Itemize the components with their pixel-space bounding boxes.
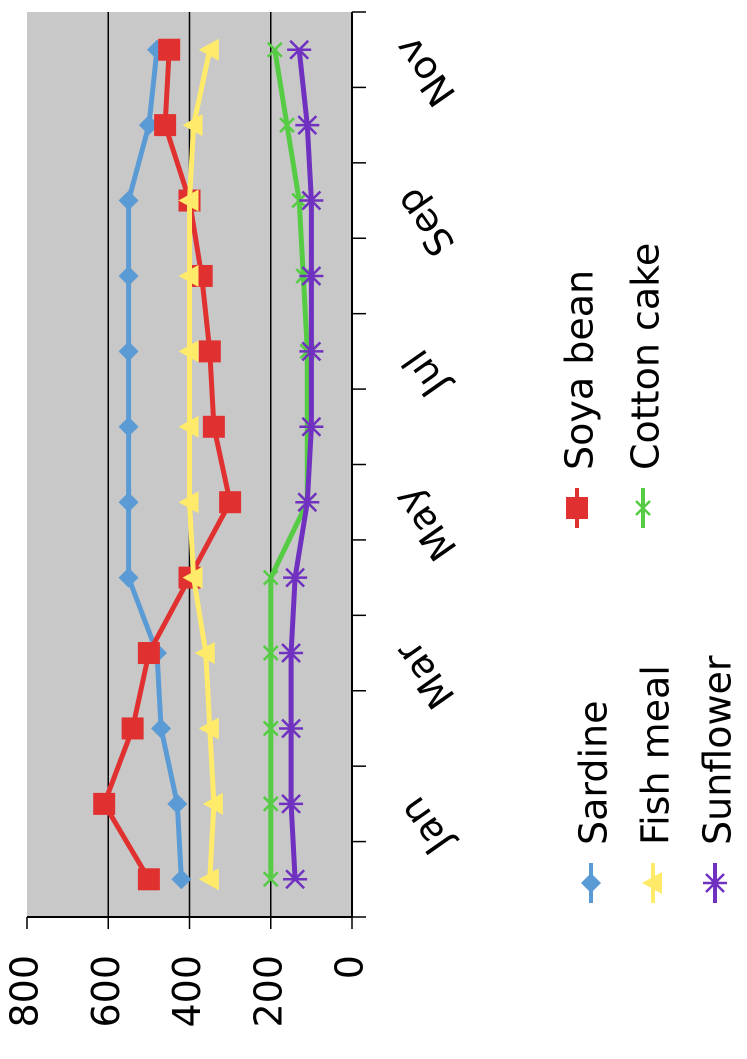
value-tick-label: 200 [246, 955, 290, 1028]
legend-label: Sunflower [696, 655, 740, 845]
data-point-marker [262, 569, 279, 586]
data-point-marker [291, 192, 308, 209]
data-point-marker [202, 792, 223, 815]
data-point-marker [279, 718, 304, 739]
series-layer [93, 38, 324, 891]
data-point-marker [283, 869, 308, 890]
data-point-marker [118, 265, 139, 286]
data-point-marker [118, 567, 139, 588]
data-point-marker [118, 492, 139, 513]
series-line [101, 49, 233, 881]
category-tick-label: Jul [394, 342, 457, 406]
value-tick-label: 800 [3, 955, 47, 1028]
data-point-marker [118, 341, 139, 362]
legend-label: Fish meal [634, 665, 678, 845]
data-point-marker [178, 264, 199, 287]
data-point-marker [198, 38, 219, 61]
legend-item-sunflower: Sunflower [696, 655, 740, 903]
data-point-marker [287, 39, 312, 60]
category-tick-label: Jan [390, 789, 461, 864]
legend-item-soya-bean: Soya bean [558, 270, 602, 528]
data-point-marker [279, 793, 304, 814]
data-point-marker [154, 114, 177, 137]
value-tick-label: 600 [84, 955, 128, 1028]
data-point-marker [299, 416, 324, 437]
data-point-marker [171, 869, 192, 890]
value-tick-label: 0 [328, 955, 372, 979]
data-point-marker [121, 717, 144, 740]
category-tick-label: Sep [386, 180, 463, 264]
data-point-marker [182, 566, 203, 589]
data-point-marker [167, 793, 188, 814]
series-line [288, 49, 314, 880]
legend-label: Sardine [572, 700, 616, 845]
data-point-marker [703, 873, 727, 893]
data-point-marker [279, 643, 304, 663]
data-point-marker [635, 500, 651, 516]
data-point-marker [198, 868, 219, 891]
data-point-marker [581, 873, 601, 893]
data-point-marker [118, 416, 139, 437]
axes [26, 11, 366, 929]
data-point-marker [93, 792, 116, 815]
series-sunflower [279, 39, 324, 890]
legend-label: Soya bean [558, 270, 602, 470]
legend-item-cotton-cake: Cotton cake [624, 243, 668, 528]
data-point-marker [202, 415, 225, 438]
legend-item-fish-meal: Fish meal [634, 665, 678, 903]
data-point-marker [194, 642, 215, 665]
data-point-marker [198, 717, 219, 740]
data-point-marker [178, 491, 199, 514]
value-tick-label: 400 [165, 955, 209, 1028]
data-point-marker [198, 340, 221, 363]
data-point-marker [137, 868, 160, 891]
data-point-marker [266, 41, 283, 58]
data-point-marker [566, 497, 588, 519]
category-tick-label: Nov [386, 29, 465, 115]
data-point-marker [295, 115, 320, 136]
legend: Sardine Soya bean Fish meal Cotton cake Sunf… [558, 243, 740, 903]
data-point-marker [262, 720, 279, 737]
legend-label: Cotton cake [624, 243, 668, 470]
category-tick-label: May [384, 479, 465, 569]
data-point-marker [262, 795, 279, 812]
data-point-marker [295, 492, 320, 513]
data-point-marker [299, 266, 324, 286]
data-point-marker [299, 190, 324, 211]
category-tick-label: Mar [386, 633, 463, 717]
data-point-marker [279, 117, 295, 134]
data-point-marker [262, 871, 279, 888]
data-point-marker [178, 415, 199, 438]
data-point-marker [151, 718, 172, 739]
data-point-marker [118, 190, 139, 211]
data-point-marker [182, 114, 203, 137]
legend-item-sardine: Sardine [572, 700, 616, 903]
data-point-marker [178, 340, 199, 363]
series-line [187, 49, 217, 880]
data-point-marker [219, 491, 242, 514]
data-point-marker [299, 341, 324, 362]
data-point-marker [137, 642, 160, 665]
data-point-marker [158, 38, 181, 61]
data-point-marker [642, 872, 662, 894]
series-fish-meal [178, 38, 223, 891]
data-point-marker [138, 115, 159, 136]
series-line [126, 49, 184, 880]
data-point-marker [262, 645, 279, 661]
data-point-marker [283, 567, 308, 588]
data-point-marker [178, 189, 199, 212]
